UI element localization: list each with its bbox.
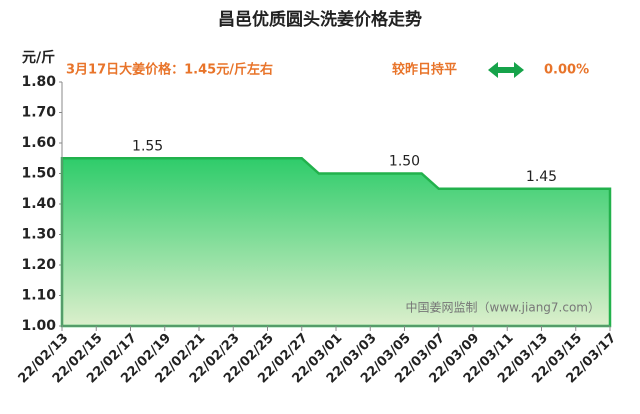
data-label: 1.50 [389, 154, 420, 170]
annotation: 3月17日大姜价格：1.45元/斤左右 [66, 62, 273, 78]
y-tick-label: 1.40 [21, 196, 56, 212]
y-tick-label: 1.60 [21, 135, 56, 151]
y-tick-label: 1.80 [21, 74, 56, 90]
watermark: 中国姜网监制（www.jiang7.com） [406, 300, 600, 315]
price-area [60, 157, 612, 328]
annotation: 较昨日持平 [392, 62, 457, 78]
y-tick-label: 1.00 [21, 318, 56, 334]
y-tick-label: 1.20 [21, 257, 56, 273]
y-tick-label: 1.10 [21, 288, 56, 304]
chart-title: 昌邑优质圆头洗姜价格走势 [218, 9, 422, 30]
y-tick-label: 1.50 [21, 166, 56, 182]
y-tick-label: 1.30 [21, 227, 56, 243]
data-label: 1.45 [526, 169, 557, 185]
arrow-icon [488, 62, 524, 78]
y-axis-label: 元/斤 [22, 49, 55, 66]
data-label: 1.55 [132, 138, 163, 154]
annotation: 0.00% [544, 63, 589, 78]
y-tick-label: 1.70 [21, 105, 56, 121]
